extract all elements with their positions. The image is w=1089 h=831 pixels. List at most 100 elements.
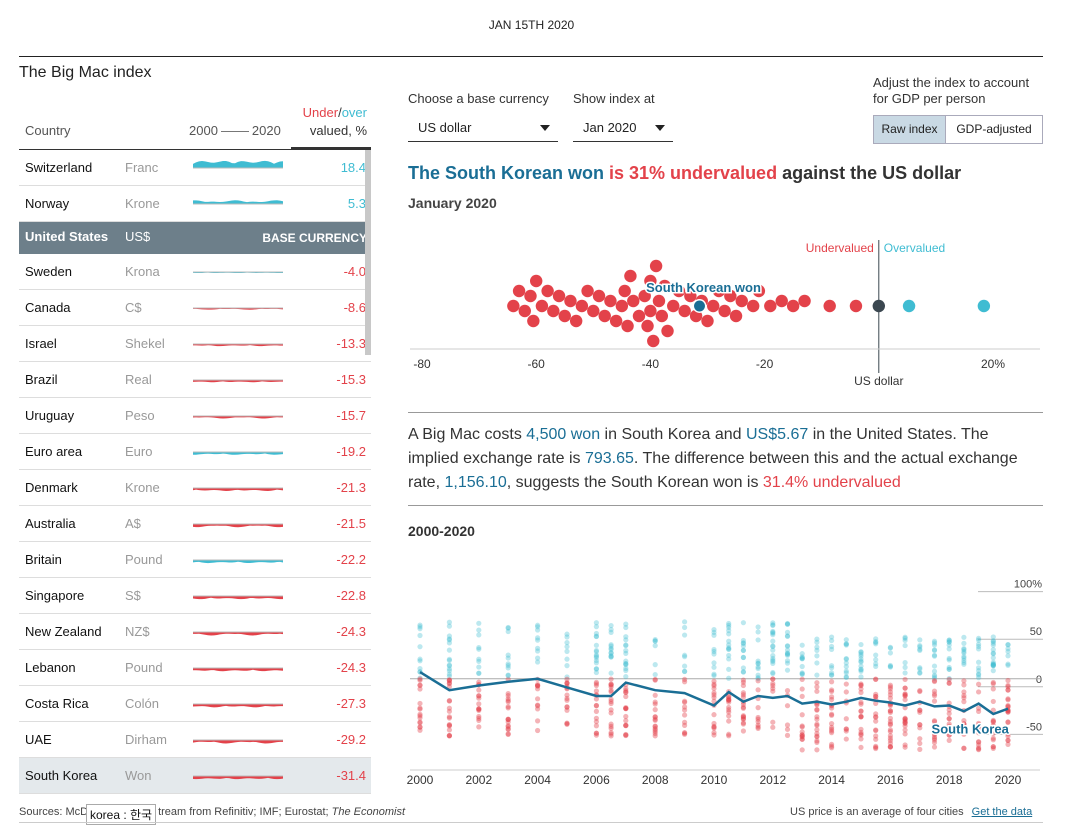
background-point (843, 736, 849, 742)
table-row[interactable]: Brazil Real -15.3 (19, 362, 371, 398)
translation-tooltip: korea : 한국 (86, 804, 157, 825)
background-point (990, 655, 996, 661)
background-point (770, 629, 776, 635)
background-point (755, 722, 761, 728)
table-row[interactable]: Canada C$ -8.6 (19, 290, 371, 326)
table-row[interactable]: United States US$ BASE CURRENCY (19, 222, 371, 254)
raw-index-button[interactable]: Raw index (874, 116, 946, 143)
background-point (858, 653, 864, 659)
table-row[interactable]: Denmark Krone -21.3 (19, 470, 371, 506)
background-point (417, 624, 423, 630)
background-point (990, 662, 996, 668)
background-point (682, 729, 688, 736)
background-point (902, 637, 908, 644)
background-point (931, 640, 938, 646)
background-point (887, 703, 893, 709)
background-point (961, 640, 967, 646)
background-point (623, 660, 629, 667)
table-scrollbar[interactable] (365, 150, 371, 355)
currency-name: Real (125, 372, 152, 387)
sparkline-area (193, 452, 283, 455)
background-point (608, 730, 614, 736)
background-point (417, 682, 423, 688)
table-row[interactable]: Sweden Krona -4.0 (19, 254, 371, 290)
table-row[interactable]: Lebanon Pound -24.3 (19, 650, 371, 686)
background-point (652, 717, 658, 723)
table-row[interactable]: Costa Rica Colón -27.3 (19, 686, 371, 722)
background-point (784, 650, 791, 657)
background-point (476, 713, 482, 720)
background-point (623, 722, 629, 728)
background-point (873, 714, 879, 720)
background-point (917, 688, 923, 694)
valuation-value: -15.7 (336, 408, 366, 423)
background-point (417, 720, 423, 726)
implied-rate: 793.65 (584, 450, 634, 467)
currency-dot (530, 274, 543, 288)
background-point (564, 704, 570, 710)
table-row[interactable]: Israel Shekel -13.3 (19, 326, 371, 362)
column-country[interactable]: Country (25, 123, 71, 138)
background-point (564, 692, 570, 698)
background-point (887, 740, 893, 746)
table-row[interactable]: Switzerland Franc 18.4 (19, 150, 371, 186)
column-value[interactable]: Under/over valued, % (303, 104, 367, 140)
background-point (726, 666, 732, 672)
background-point (535, 622, 541, 628)
background-point (446, 673, 452, 679)
background-point (726, 675, 732, 681)
background-point (770, 685, 776, 692)
background-point (976, 635, 982, 641)
table-row[interactable]: New Zealand NZ$ -24.3 (19, 614, 371, 650)
currency-name: Krone (125, 196, 160, 211)
background-point (784, 650, 791, 656)
table-row[interactable]: Norway Krone 5.3 (19, 186, 371, 222)
background-point (931, 653, 938, 659)
table-row[interactable]: Uruguay Peso -15.7 (19, 398, 371, 434)
background-point (505, 693, 511, 699)
background-point (652, 714, 658, 720)
table-row[interactable]: South Korea Won -31.4 (19, 758, 371, 794)
currency-dot (598, 309, 611, 323)
slash-label: / (338, 105, 342, 120)
get-data-link[interactable]: Get the data (971, 806, 1033, 818)
publication-date: JAN 15TH 2020 (488, 18, 575, 32)
background-point (961, 689, 967, 695)
background-point (652, 676, 658, 683)
base-currency-select[interactable]: US dollar (408, 114, 558, 142)
background-point (931, 737, 938, 743)
table-row[interactable]: Australia A$ -21.5 (19, 506, 371, 542)
background-point (608, 642, 614, 648)
background-point (799, 723, 805, 729)
background-point (814, 636, 820, 642)
background-point (843, 726, 849, 732)
x-tick-label: 2012 (759, 773, 786, 787)
table-row[interactable]: Singapore S$ -22.8 (19, 578, 371, 614)
gdp-adjusted-button[interactable]: GDP-adjusted (956, 122, 1032, 136)
background-point (608, 698, 614, 705)
background-point (887, 682, 893, 688)
us-dollar-dot (872, 299, 885, 313)
background-point (623, 662, 629, 668)
explanation-part: in South Korea and (600, 426, 746, 443)
background-point (1005, 641, 1011, 648)
currency-dot (977, 299, 991, 313)
background-point (564, 674, 570, 680)
background-point (476, 658, 482, 664)
background-point (740, 728, 746, 734)
currency-dot (647, 334, 660, 348)
table-row[interactable]: UAE Dirham -29.2 (19, 722, 371, 758)
background-point (446, 733, 452, 739)
show-index-select[interactable]: Jan 2020 (573, 114, 673, 142)
background-point (505, 652, 511, 658)
background-point (946, 680, 952, 686)
background-point (799, 654, 805, 660)
sparkline (193, 271, 283, 274)
background-point (931, 678, 938, 685)
background-point (887, 662, 893, 669)
table-row[interactable]: Britain Pound -22.2 (19, 542, 371, 578)
background-point (652, 638, 658, 644)
background-point (917, 666, 923, 672)
background-point (711, 648, 717, 655)
table-row[interactable]: Euro area Euro -19.2 (19, 434, 371, 470)
